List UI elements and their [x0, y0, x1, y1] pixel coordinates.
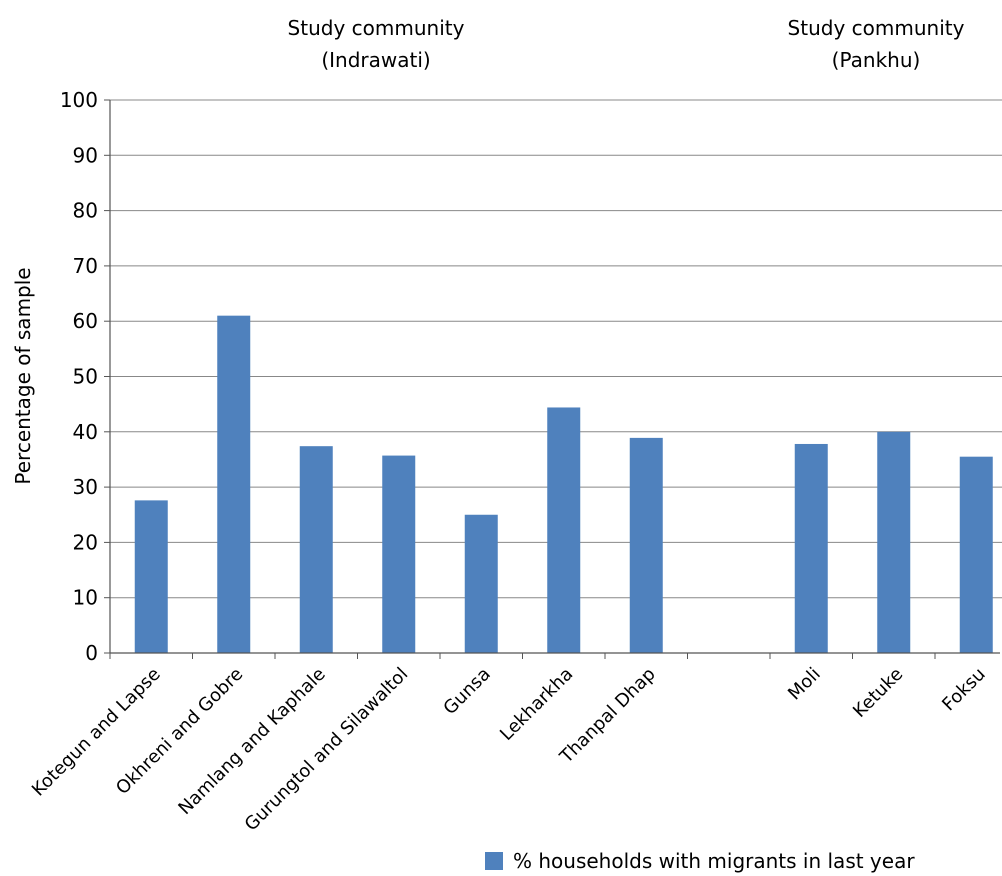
- x-tick-label-gurungtol-and-silawaltol: Gurungtol and Silawaltol: [241, 664, 413, 836]
- y-tick-label-20: 20: [73, 530, 98, 554]
- group-titles: Study community (Indrawati) Study commun…: [288, 16, 965, 72]
- bar-moli: [794, 443, 828, 653]
- bars: [134, 315, 993, 653]
- y-tick-label-30: 30: [73, 475, 98, 499]
- x-tick-label-ketuke: Ketuke: [849, 664, 907, 722]
- y-axis-title: Percentage of sample: [11, 267, 35, 484]
- legend-swatch: [485, 852, 503, 870]
- y-tick-label-90: 90: [73, 143, 98, 167]
- y-tick-label-0: 0: [85, 641, 98, 665]
- gridlines: [110, 99, 1002, 599]
- group-title-pankhu-line2: (Pankhu): [832, 48, 921, 72]
- bar-foksu: [959, 456, 993, 653]
- group-title-indrawati-line2: (Indrawati): [321, 48, 430, 72]
- x-tick-label-foksu: Foksu: [938, 664, 990, 716]
- x-tick-label-gunsa: Gunsa: [439, 664, 494, 719]
- y-tick-labels: 0 10 20 30 40 50 60 70 80 90 100: [60, 88, 98, 665]
- y-tick-label-50: 50: [73, 365, 98, 389]
- bar-namlang-and-kaphale: [299, 446, 333, 653]
- y-tick-label-100: 100: [60, 88, 98, 112]
- bar-ketuke: [877, 431, 911, 653]
- bar-thanpal-dhap: [629, 437, 663, 653]
- bar-lekharkha: [547, 407, 581, 653]
- y-tick-label-60: 60: [73, 309, 98, 333]
- bar-kotegun-and-lapse: [134, 500, 168, 653]
- group-title-indrawati-line1: Study community: [288, 16, 465, 40]
- x-tick-label-namlang-and-kaphale: Namlang and Kaphale: [174, 664, 329, 819]
- axes: [104, 99, 1000, 659]
- bar-gurungtol-and-silawaltol: [382, 455, 416, 653]
- legend-label: % households with migrants in last year: [513, 849, 915, 873]
- bar-okhreni-and-gobre: [217, 315, 251, 653]
- y-tick-label-40: 40: [73, 420, 98, 444]
- y-tick-label-70: 70: [73, 254, 98, 278]
- group-title-pankhu-line1: Study community: [788, 16, 965, 40]
- y-tick-label-80: 80: [73, 199, 98, 223]
- y-tick-label-10: 10: [73, 586, 98, 610]
- x-tick-label-moli: Moli: [784, 664, 825, 705]
- x-tick-label-lekharkha: Lekharkha: [496, 664, 577, 745]
- bar-gunsa: [464, 514, 498, 653]
- legend: % households with migrants in last year: [485, 849, 915, 873]
